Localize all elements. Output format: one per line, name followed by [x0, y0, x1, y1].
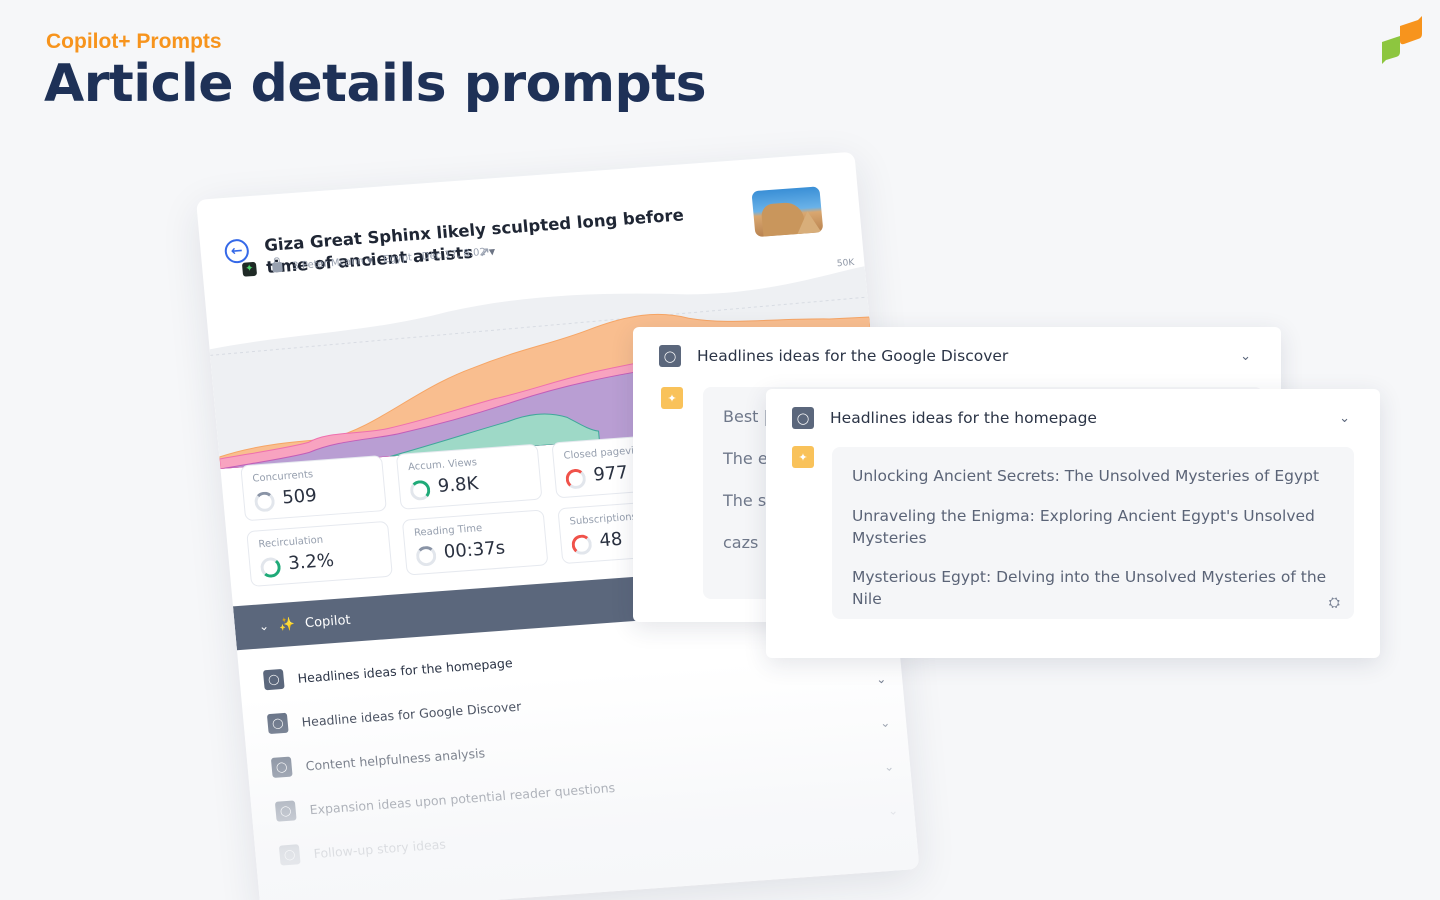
chevron-down-icon[interactable]: ⌄ — [883, 759, 895, 775]
ai-sparkle-icon: ✦ — [792, 446, 814, 468]
homepage-headlines-panel: ◯ Headlines ideas for the homepage ⌄ ✦ U… — [766, 389, 1380, 658]
article-header: ← Giza Great Sphinx likely sculpted long… — [223, 186, 833, 277]
lightbulb-icon: ◯ — [278, 844, 301, 866]
suggestion-item[interactable]: Unraveling the Enigma: Exploring Ancient… — [852, 507, 1315, 547]
progress-ring-icon — [570, 533, 593, 556]
back-arrow-icon[interactable]: ← — [223, 238, 250, 264]
chevron-down-icon[interactable]: ⌄ — [1240, 349, 1251, 364]
progress-ring-icon — [259, 556, 282, 579]
progress-ring-icon — [253, 491, 276, 513]
chevron-down-icon[interactable]: ⌄ — [879, 715, 891, 731]
progress-ring-icon — [415, 545, 438, 567]
copilot-label: Copilot — [304, 612, 352, 631]
lightbulb-icon: ◯ — [792, 407, 814, 429]
sphinx-thumbnail-image — [751, 186, 824, 238]
lightbulb-icon: ◯ — [270, 756, 293, 778]
ai-sparkle-icon: ✦ — [661, 387, 683, 409]
chevron-down-icon[interactable]: ⌄ — [1339, 411, 1350, 426]
lightbulb-icon: ◯ — [274, 800, 297, 822]
progress-ring-icon — [564, 468, 587, 490]
panel-header[interactable]: ◯ Headlines ideas for the Google Discove… — [659, 345, 1008, 367]
homepage-suggestions: Unlocking Ancient Secrets: The Unsolved … — [832, 447, 1354, 619]
chevron-down-icon: ⌄ — [258, 618, 270, 634]
lightbulb-icon: ◯ — [659, 345, 681, 367]
lightbulb-icon: ◯ — [266, 712, 289, 735]
eyebrow-label: Copilot+ Prompts — [46, 30, 222, 53]
brand-logo-icon — [1382, 16, 1422, 64]
lock-icon — [271, 261, 283, 273]
stat-concurrents[interactable]: Concurrents 509 — [240, 455, 387, 522]
section-label: Egypt — [382, 251, 413, 265]
suggestion-item[interactable]: Unlocking Ancient Secrets: The Unsolved … — [852, 467, 1320, 485]
page-title: Article details prompts — [44, 54, 707, 114]
panel-header[interactable]: ◯ Headlines ideas for the homepage — [792, 407, 1097, 429]
lightbulb-icon: ◯ — [262, 668, 285, 691]
stat-accum-views[interactable]: Accum. Views 9.8K — [395, 443, 543, 510]
site-badge-icon: ✦ — [241, 261, 258, 277]
bug-report-icon[interactable]: ⛭ — [1328, 595, 1340, 611]
sparkle-icon: ✨ — [278, 616, 296, 633]
suggestion-item[interactable]: Mysterious Egypt: Delving into the Unsol… — [852, 568, 1327, 608]
stat-reading-time[interactable]: Reading Time 00:37s — [401, 509, 549, 576]
chevron-down-icon[interactable]: ⌄ — [875, 671, 887, 687]
stat-recirculation[interactable]: Recirculation 3.2% — [246, 520, 393, 587]
progress-ring-icon — [409, 479, 432, 502]
chevron-down-icon[interactable]: ⌄ — [887, 803, 899, 818]
